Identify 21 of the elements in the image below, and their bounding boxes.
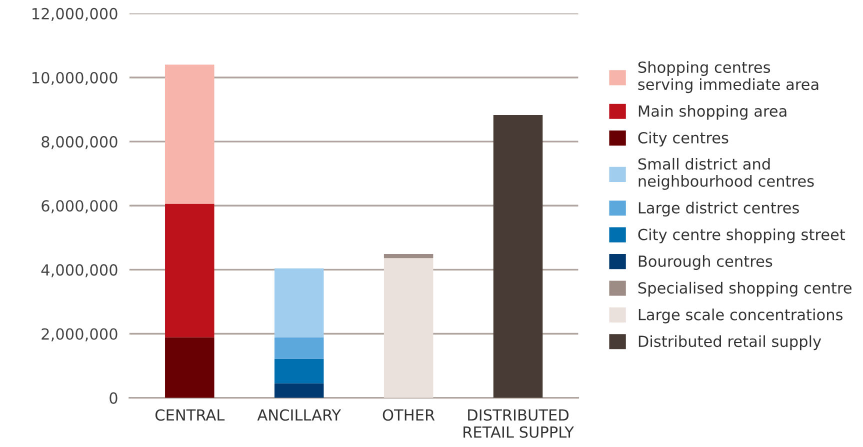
y-tick-label: 6,000,000	[42, 200, 118, 214]
legend-label: Main shopping area	[638, 104, 786, 120]
legend-label: City centres	[638, 132, 728, 146]
y-tick-label: 12,000,000	[32, 8, 118, 21]
x-tick-label: OTHER	[382, 409, 435, 421]
legend-label: Shopping centres serving immediate area	[638, 61, 818, 94]
y-tick-label: 0	[110, 392, 118, 404]
legend-label: Bourough centres	[638, 255, 772, 270]
legend-label: City centre shopping street	[638, 228, 846, 244]
x-tick-label: DISTRIBUTED RETAIL SUPPLY	[464, 409, 574, 438]
y-tick-label: 8,000,000	[42, 136, 118, 150]
y-tick-label: 10,000,000	[32, 72, 118, 86]
y-tick-label: 2,000,000	[42, 328, 118, 342]
y-tick-label: 4,000,000	[41, 264, 118, 278]
x-tick-label: CENTRAL	[155, 409, 225, 421]
legend-label: Distributed retail supply	[638, 335, 822, 350]
legend-label: Large district centres	[638, 202, 799, 217]
x-tick-label: ANCILLARY	[257, 409, 342, 421]
legend-label: Specialised shopping centre	[638, 282, 852, 297]
legend-label: Large scale concentrations	[638, 308, 842, 324]
legend-label: Small district and neighbourhood centres	[638, 158, 814, 190]
